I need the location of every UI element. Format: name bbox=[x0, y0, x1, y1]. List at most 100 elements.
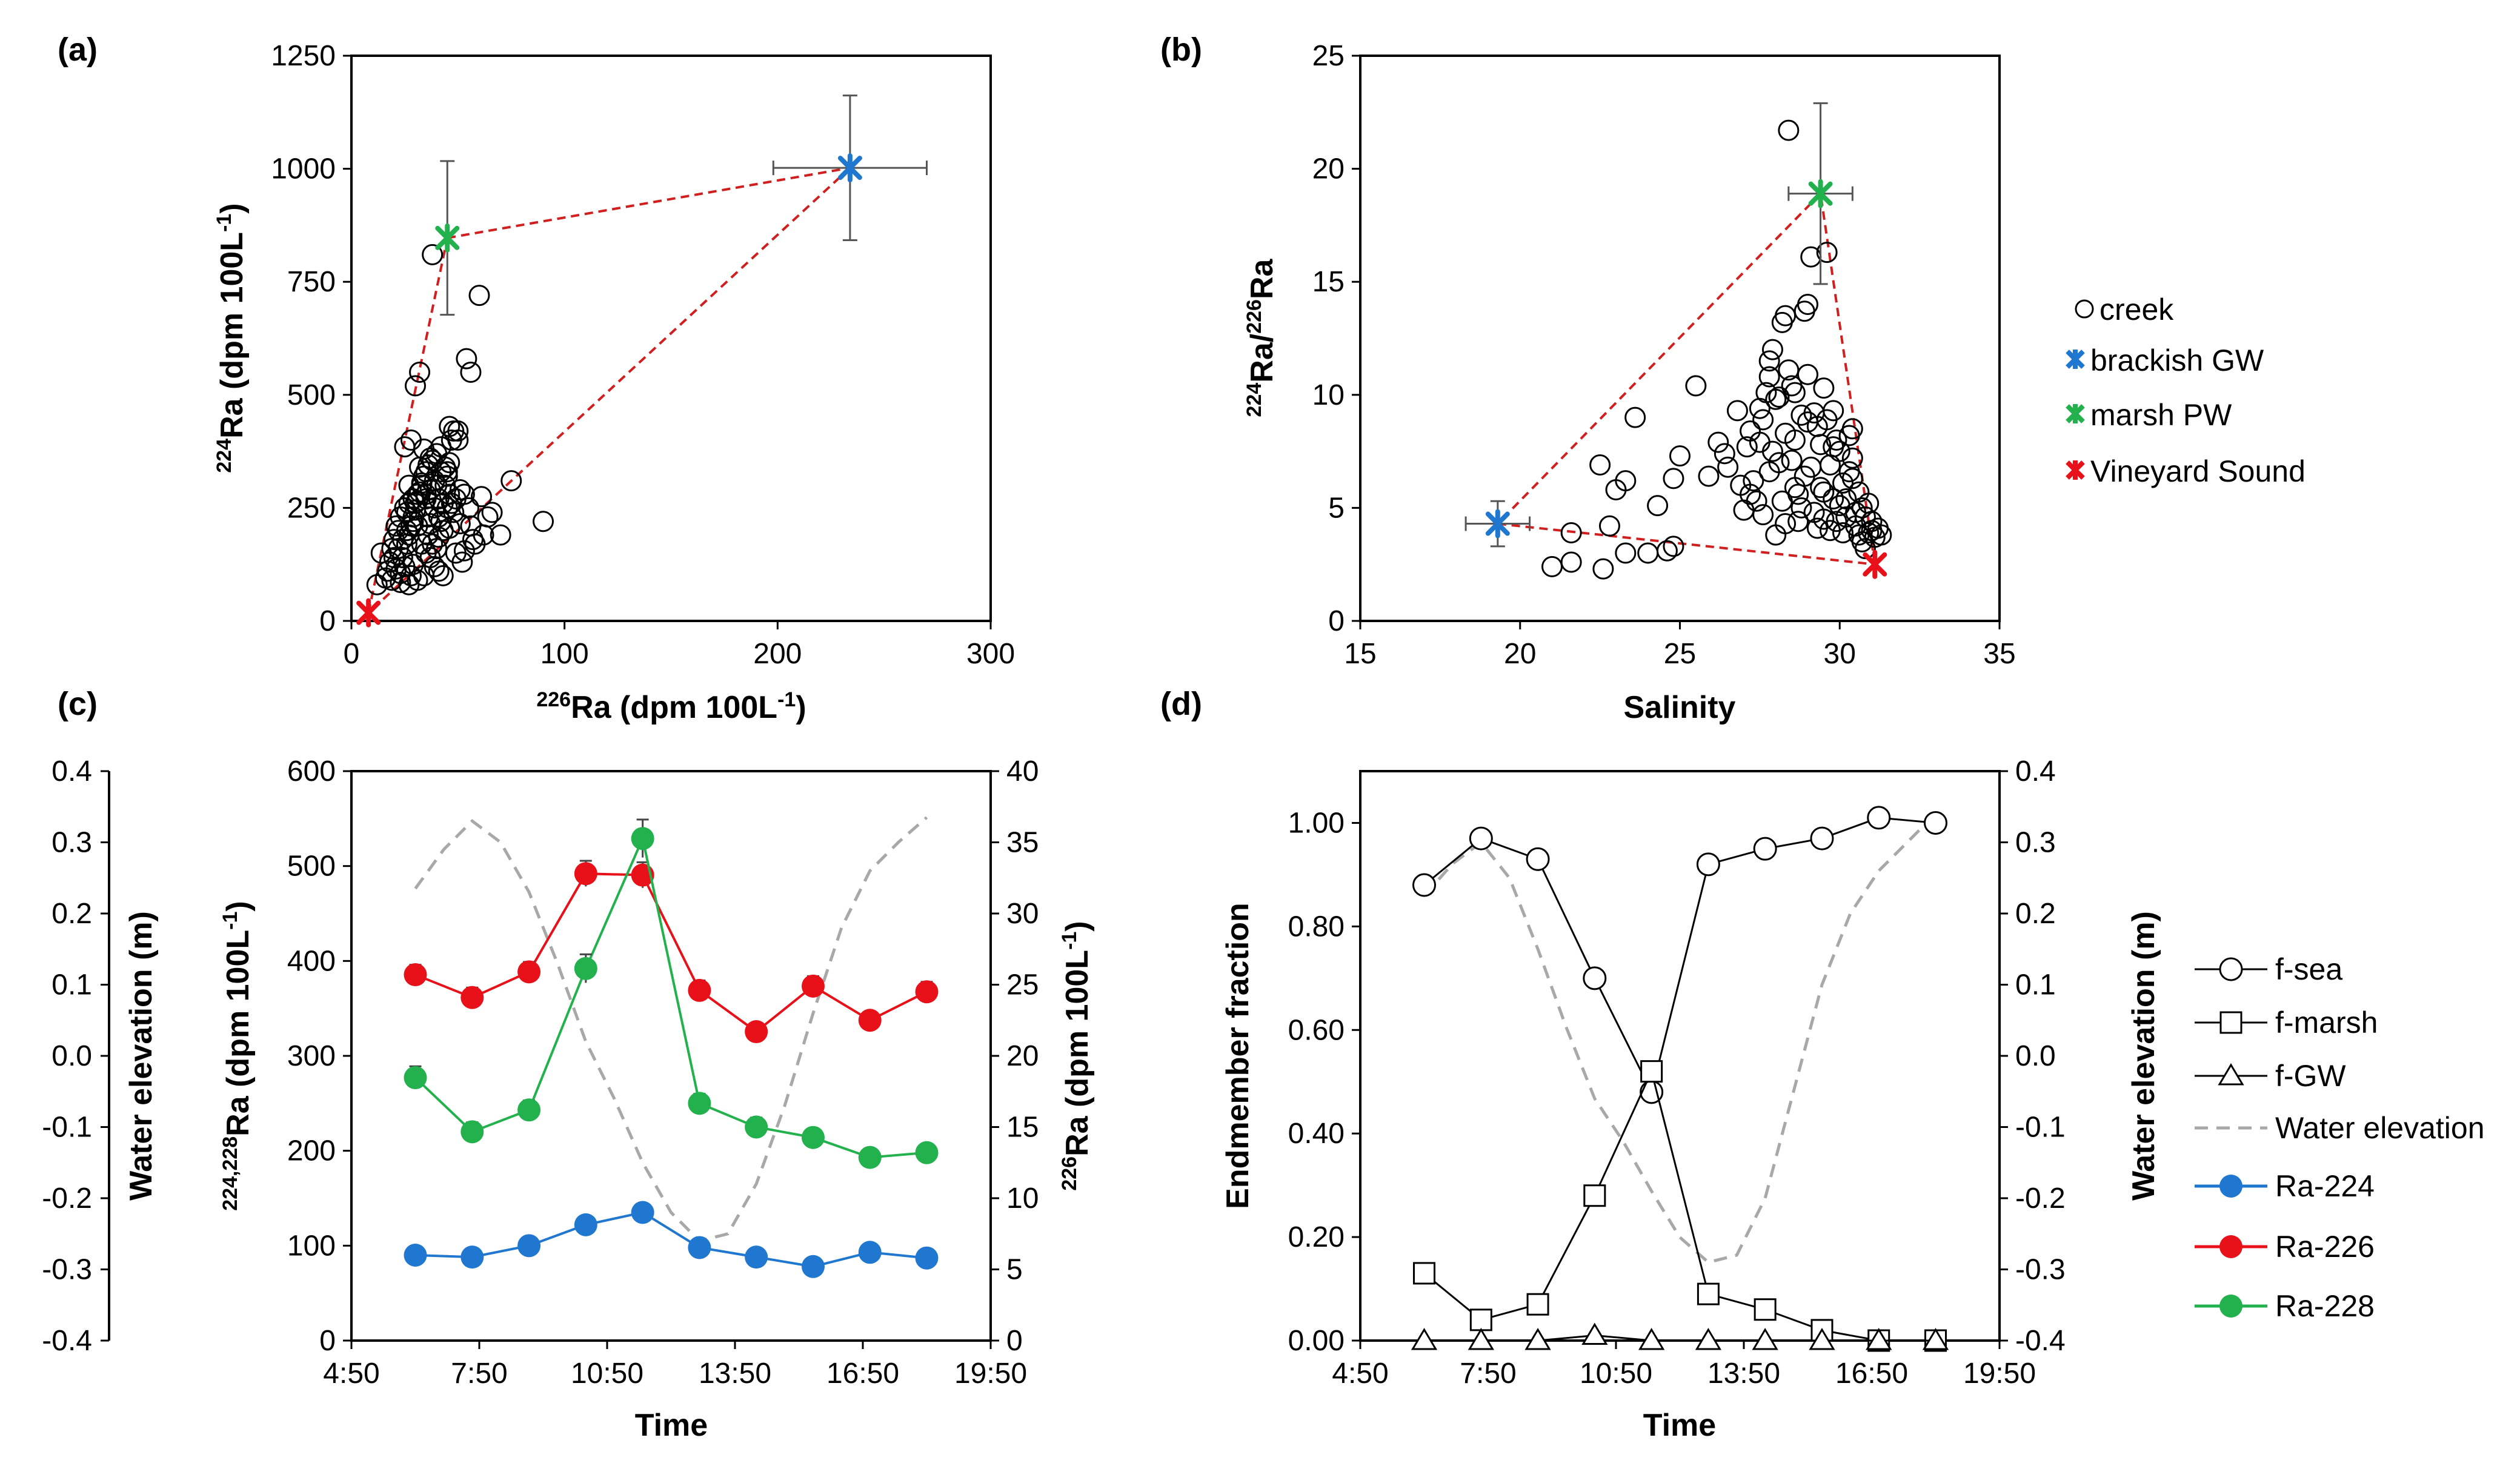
d-x-tick-label-3: 13:50 bbox=[1707, 1358, 1780, 1390]
b-x-tick-label-3: 30 bbox=[1824, 638, 1856, 670]
panel-b-y-axis-label: 224Ra/226Ra bbox=[1243, 258, 1280, 417]
a-creek-point-52 bbox=[456, 348, 477, 370]
c-ra-226-point-2 bbox=[517, 960, 541, 984]
b-creek-point-80 bbox=[1797, 363, 1818, 385]
panel-d-series bbox=[1411, 806, 1949, 1352]
c-ra-228-point-4 bbox=[631, 827, 654, 851]
legend-brackish-gw-marker bbox=[2066, 350, 2085, 369]
b-creek-point-17 bbox=[1698, 465, 1720, 487]
c-x-tick-label-1: 7:50 bbox=[451, 1358, 507, 1390]
a-creek-point-84 bbox=[471, 486, 493, 508]
b-creek-point-47 bbox=[1816, 242, 1838, 264]
c-ra-224-point-5 bbox=[688, 1236, 711, 1259]
a-creek-point-83 bbox=[460, 515, 482, 537]
a-creek-point-116 bbox=[407, 483, 428, 505]
b-creek-point-98 bbox=[1784, 382, 1806, 403]
panel-a: (a) 0 100 200 300 0 250 500 750 1000 1250 226Ra (… bbox=[58, 32, 1015, 725]
c-ra-228-point-8 bbox=[858, 1146, 882, 1169]
a-y-tick-label-5: 1250 bbox=[271, 40, 336, 72]
b-creek-point-74 bbox=[1749, 397, 1770, 419]
b-y-tick-label-2: 10 bbox=[1312, 379, 1345, 411]
a-creek-point-40 bbox=[468, 285, 490, 307]
d-water-elevation-line bbox=[1423, 812, 1937, 1264]
panel-b: (b) 15 20 25 30 35 0 5 10 15 20 25 Salinity 224Ra/… bbox=[1160, 32, 2016, 725]
c-ra-228-point-3 bbox=[574, 957, 597, 980]
d-right-tick-label-3: 0.1 bbox=[2015, 969, 2056, 1001]
panel-d-water-elevation bbox=[1423, 812, 1937, 1264]
d-f-gw-point-5 bbox=[1695, 1328, 1722, 1350]
c-outer-tick-label-1: 0.3 bbox=[52, 827, 92, 859]
panel-b-x-axis-label: Salinity bbox=[1624, 690, 1736, 725]
c-ra-224-point-1 bbox=[460, 1245, 484, 1269]
d-x-tick-label-1: 7:50 bbox=[1460, 1358, 1516, 1390]
b-creek-point-72 bbox=[1841, 447, 1863, 469]
b-creek-point-93 bbox=[1787, 483, 1809, 505]
a-y-tick-label-2: 500 bbox=[287, 379, 336, 411]
b-creek-point-1 bbox=[1560, 551, 1582, 573]
a-creek-point-75 bbox=[407, 569, 428, 591]
legend-creek-label: creek bbox=[2099, 293, 2174, 327]
b-creek-point-31 bbox=[1765, 388, 1787, 410]
a-creek-point-94 bbox=[409, 481, 431, 503]
d-f-marsh-point-3 bbox=[1583, 1184, 1606, 1207]
c-right-tick-label-7: 35 bbox=[1006, 827, 1039, 859]
legend-ra-224-label: Ra-224 bbox=[2275, 1169, 2375, 1203]
c-ra-226-point-6 bbox=[745, 1020, 768, 1044]
a-creek-point-46 bbox=[490, 524, 511, 546]
c-ra-228-point-5 bbox=[688, 1092, 711, 1115]
b-creek-point-104 bbox=[1775, 422, 1797, 444]
d-f-marsh-point-1 bbox=[1469, 1308, 1492, 1331]
b-mixing-line-2 bbox=[1497, 522, 1875, 566]
panel-c-outer-y-axis-label: Water elevation (m) bbox=[124, 911, 159, 1201]
a-creek-point-21 bbox=[385, 558, 407, 580]
c-right-tick-label-1: 5 bbox=[1006, 1254, 1023, 1286]
b-y-tick-label-0: 0 bbox=[1328, 605, 1345, 637]
panel-a-creek-points bbox=[366, 244, 554, 595]
d-f-sea-point-7 bbox=[1810, 826, 1834, 851]
a-creek-point-76 bbox=[413, 565, 435, 586]
legend-marsh-pw-label: marsh PW bbox=[2090, 398, 2232, 432]
b-creek-point-29 bbox=[1758, 350, 1780, 372]
b-creek-point-78 bbox=[1838, 425, 1860, 446]
panel-b-label: (b) bbox=[1160, 32, 1202, 68]
c-outer-tick-label-6: -0.2 bbox=[42, 1182, 92, 1215]
legend-marsh-pw-marker bbox=[2066, 404, 2085, 423]
b-creek-point-12 bbox=[1624, 406, 1646, 428]
d-left-tick-label-2: 0.40 bbox=[1288, 1118, 1345, 1150]
c-water-elevation-line bbox=[414, 816, 928, 1243]
b-creek-point-26 bbox=[1752, 504, 1774, 526]
panel-a-label: (a) bbox=[58, 32, 98, 68]
legend-f-sea-marker bbox=[2219, 957, 2243, 981]
d-left-tick-label-5: 1.00 bbox=[1288, 807, 1345, 839]
legend-ra-228-marker bbox=[2219, 1295, 2242, 1318]
c-right-tick-label-8: 40 bbox=[1006, 755, 1039, 788]
panel-c-left-y-axis-label: 224,228Ra (dpm 100L-1) bbox=[219, 901, 256, 1210]
a-x-tick-label-1: 100 bbox=[540, 638, 589, 670]
d-right-tick-label-1: 0.3 bbox=[2015, 827, 2056, 859]
b-creek-point-2 bbox=[1592, 558, 1614, 580]
panel-d-x-axis-label: Time bbox=[1643, 1408, 1716, 1443]
b-x-tick-label-1: 20 bbox=[1504, 638, 1536, 670]
panel-b-creek-points bbox=[1541, 119, 1892, 580]
d-f-sea-point-0 bbox=[1412, 873, 1436, 897]
b-creek-point-23 bbox=[1743, 470, 1764, 492]
c-ra-226-point-5 bbox=[688, 978, 711, 1002]
c-outer-tick-label-2: 0.2 bbox=[52, 898, 92, 930]
legend-water-elevation-label: Water elevation bbox=[2275, 1111, 2485, 1145]
a-creek-point-53 bbox=[460, 361, 482, 383]
b-creek-point-90 bbox=[1806, 517, 1828, 539]
panel-a-axes: 0 100 200 300 0 250 500 750 1000 1250 bbox=[271, 40, 1015, 670]
a-y-tick-label-1: 250 bbox=[287, 492, 336, 524]
a-x-tick-label-3: 300 bbox=[966, 638, 1015, 670]
d-f-marsh-point-2 bbox=[1526, 1293, 1549, 1316]
c-right-tick-label-2: 10 bbox=[1006, 1182, 1039, 1215]
legend-ra-226-label: Ra-226 bbox=[2275, 1230, 2375, 1264]
c-ra-224-point-0 bbox=[404, 1244, 427, 1267]
d-f-marsh-point-0 bbox=[1413, 1262, 1435, 1285]
b-creek-point-75 bbox=[1768, 386, 1790, 408]
panel-a-plot-area bbox=[350, 55, 992, 622]
a-creek-point-115 bbox=[402, 488, 424, 509]
d-left-tick-label-1: 0.20 bbox=[1288, 1221, 1345, 1253]
b-creek-point-6 bbox=[1637, 542, 1659, 564]
c-ra-224-point-2 bbox=[517, 1234, 541, 1258]
